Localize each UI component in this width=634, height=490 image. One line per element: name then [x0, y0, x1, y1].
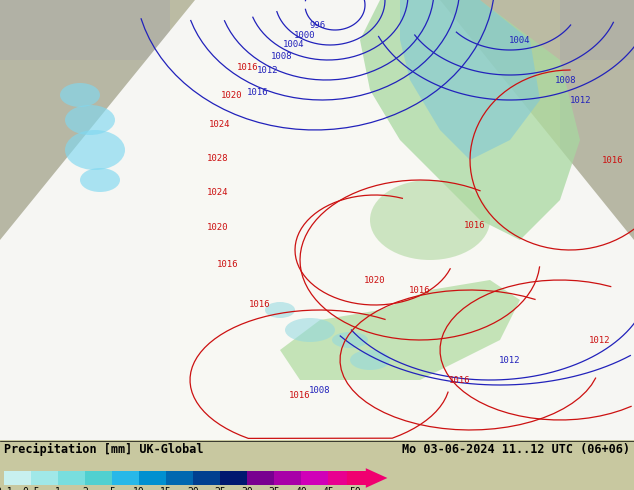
- Ellipse shape: [332, 332, 368, 348]
- Bar: [328, 471, 355, 485]
- Ellipse shape: [80, 168, 120, 192]
- Text: 0.5: 0.5: [22, 487, 40, 490]
- Bar: [0, 0, 634, 60]
- Bar: [166, 471, 193, 485]
- Text: 1016: 1016: [217, 260, 239, 269]
- Text: 1016: 1016: [450, 375, 471, 385]
- Text: 1020: 1020: [365, 275, 385, 285]
- Ellipse shape: [265, 302, 295, 318]
- Ellipse shape: [65, 130, 125, 170]
- Ellipse shape: [350, 350, 390, 370]
- Text: 1020: 1020: [221, 91, 243, 99]
- Polygon shape: [400, 0, 540, 160]
- Bar: [31, 471, 58, 485]
- Polygon shape: [280, 280, 520, 380]
- Text: 1016: 1016: [249, 299, 271, 309]
- FancyArrow shape: [347, 468, 387, 488]
- Text: Precipitation [mm] UK-Global: Precipitation [mm] UK-Global: [4, 443, 204, 456]
- Text: 30: 30: [241, 487, 253, 490]
- Bar: [4, 471, 31, 485]
- Bar: [85, 471, 112, 485]
- Ellipse shape: [285, 318, 335, 342]
- Bar: [58, 471, 85, 485]
- Bar: [247, 471, 274, 485]
- Bar: [0, 0, 170, 440]
- Text: 40: 40: [295, 487, 307, 490]
- Text: 45: 45: [322, 487, 334, 490]
- Text: 1004: 1004: [508, 35, 530, 45]
- Text: 1012: 1012: [499, 356, 521, 365]
- Text: 20: 20: [187, 487, 199, 490]
- Ellipse shape: [65, 105, 115, 135]
- Bar: [220, 471, 247, 485]
- Text: 1016: 1016: [602, 155, 623, 165]
- Text: 1008: 1008: [271, 51, 293, 60]
- Text: 1000: 1000: [294, 30, 316, 40]
- Text: 2: 2: [82, 487, 88, 490]
- Text: 1016: 1016: [410, 286, 430, 294]
- Text: 1024: 1024: [207, 188, 229, 196]
- Ellipse shape: [60, 83, 100, 107]
- Text: 15: 15: [160, 487, 172, 490]
- Text: 1016: 1016: [464, 220, 486, 229]
- Text: 1012: 1012: [257, 66, 279, 74]
- Bar: [274, 471, 301, 485]
- Text: 1028: 1028: [207, 153, 229, 163]
- Bar: [193, 471, 220, 485]
- Text: 1016: 1016: [237, 63, 259, 72]
- Bar: [139, 471, 166, 485]
- Text: 1020: 1020: [207, 222, 229, 231]
- Bar: [112, 471, 139, 485]
- Polygon shape: [0, 0, 634, 440]
- Text: 25: 25: [214, 487, 226, 490]
- Ellipse shape: [370, 180, 490, 260]
- Text: Mo 03-06-2024 11..12 UTC (06+06): Mo 03-06-2024 11..12 UTC (06+06): [402, 443, 630, 456]
- Text: 996: 996: [310, 21, 326, 29]
- Text: 1024: 1024: [209, 120, 231, 128]
- Text: 1012: 1012: [570, 96, 592, 104]
- Text: 1008: 1008: [309, 386, 331, 394]
- Text: 1008: 1008: [555, 75, 576, 84]
- Bar: [560, 0, 634, 440]
- Text: 1016: 1016: [247, 88, 269, 97]
- Bar: [301, 471, 328, 485]
- Text: 1016: 1016: [289, 391, 311, 399]
- Text: 50: 50: [349, 487, 361, 490]
- Text: 35: 35: [268, 487, 280, 490]
- Text: 1004: 1004: [283, 40, 305, 49]
- Polygon shape: [360, 0, 580, 240]
- Text: 5: 5: [109, 487, 115, 490]
- Text: 0.1: 0.1: [0, 487, 13, 490]
- Text: 1012: 1012: [589, 336, 611, 344]
- Text: 10: 10: [133, 487, 145, 490]
- Text: 1: 1: [55, 487, 61, 490]
